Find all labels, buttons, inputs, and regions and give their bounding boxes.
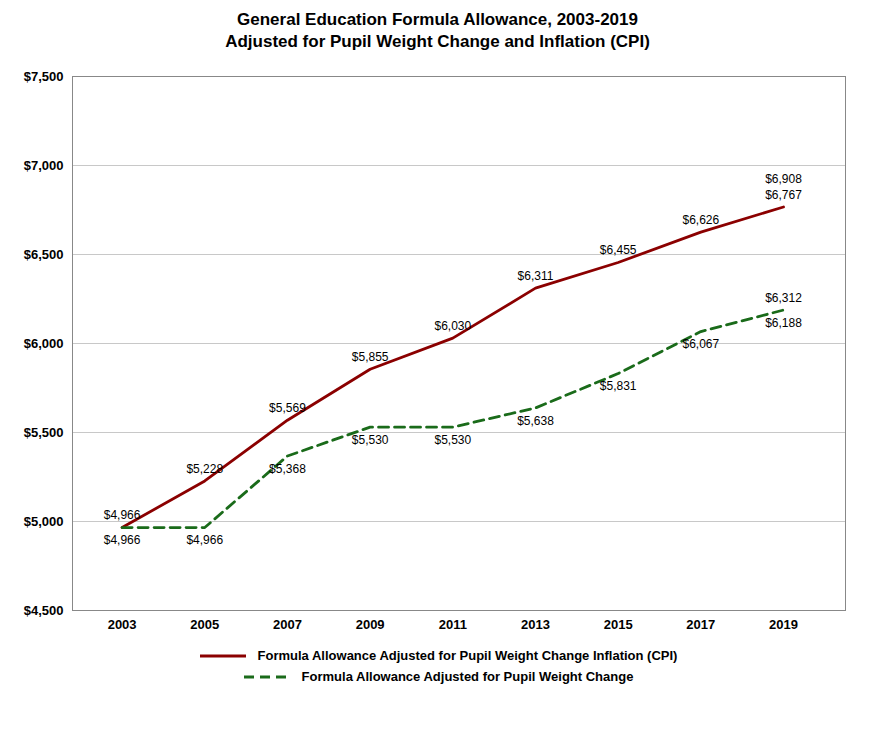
svg-text:$7,500: $7,500 bbox=[24, 69, 64, 84]
svg-text:2019: 2019 bbox=[769, 617, 798, 632]
svg-text:$6,030: $6,030 bbox=[434, 319, 471, 333]
svg-text:2011: 2011 bbox=[439, 617, 467, 632]
svg-text:2009: 2009 bbox=[356, 617, 385, 632]
svg-text:$6,311: $6,311 bbox=[518, 269, 554, 283]
svg-text:$5,000: $5,000 bbox=[24, 514, 64, 529]
svg-text:$5,855: $5,855 bbox=[352, 350, 389, 364]
svg-text:$6,000: $6,000 bbox=[24, 336, 64, 351]
html-text:Formula Allowance Adjusted for: Formula Allowance Adjusted for Pupil Wei… bbox=[301, 669, 634, 684]
svg-text:$6,188: $6,188 bbox=[765, 316, 802, 330]
svg-text:$5,500: $5,500 bbox=[24, 425, 64, 440]
svg-text:$5,831: $5,831 bbox=[600, 379, 637, 393]
svg-text:$6,067: $6,067 bbox=[682, 337, 719, 351]
svg-text:$5,638: $5,638 bbox=[517, 414, 554, 428]
svg-text:2017: 2017 bbox=[686, 617, 715, 632]
svg-text:$5,530: $5,530 bbox=[352, 433, 389, 447]
svg-text:$5,530: $5,530 bbox=[434, 433, 471, 447]
svg-text:$7,000: $7,000 bbox=[24, 158, 64, 173]
svg-text:2005: 2005 bbox=[190, 617, 219, 632]
html-text:General Education Formula Allo: General Education Formula Allowance, 200… bbox=[237, 10, 638, 29]
svg-text:$5,569: $5,569 bbox=[269, 401, 306, 415]
svg-text:2007: 2007 bbox=[273, 617, 302, 632]
svg-text:$6,908: $6,908 bbox=[765, 172, 802, 186]
svg-text:$4,966: $4,966 bbox=[104, 533, 141, 547]
svg-text:$4,966: $4,966 bbox=[186, 533, 223, 547]
svg-text:$4,500: $4,500 bbox=[24, 603, 64, 618]
svg-text:$6,767: $6,767 bbox=[765, 188, 802, 202]
svg-text:$5,228: $5,228 bbox=[186, 462, 223, 476]
svg-text:$6,626: $6,626 bbox=[682, 213, 719, 227]
svg-text:$6,455: $6,455 bbox=[600, 243, 637, 257]
html-text:Adjusted for Pupil Weight Chan: Adjusted for Pupil Weight Change and Inf… bbox=[225, 32, 650, 51]
svg-text:2003: 2003 bbox=[108, 617, 137, 632]
html-text:Formula Allowance Adjusted for: Formula Allowance Adjusted for Pupil Wei… bbox=[257, 648, 678, 663]
svg-text:$4,966: $4,966 bbox=[104, 508, 141, 522]
svg-text:2015: 2015 bbox=[604, 617, 633, 632]
svg-text:2013: 2013 bbox=[521, 617, 550, 632]
svg-text:$5,368: $5,368 bbox=[269, 462, 306, 476]
svg-text:$6,500: $6,500 bbox=[24, 247, 64, 262]
svg-text:$6,312: $6,312 bbox=[765, 291, 802, 305]
